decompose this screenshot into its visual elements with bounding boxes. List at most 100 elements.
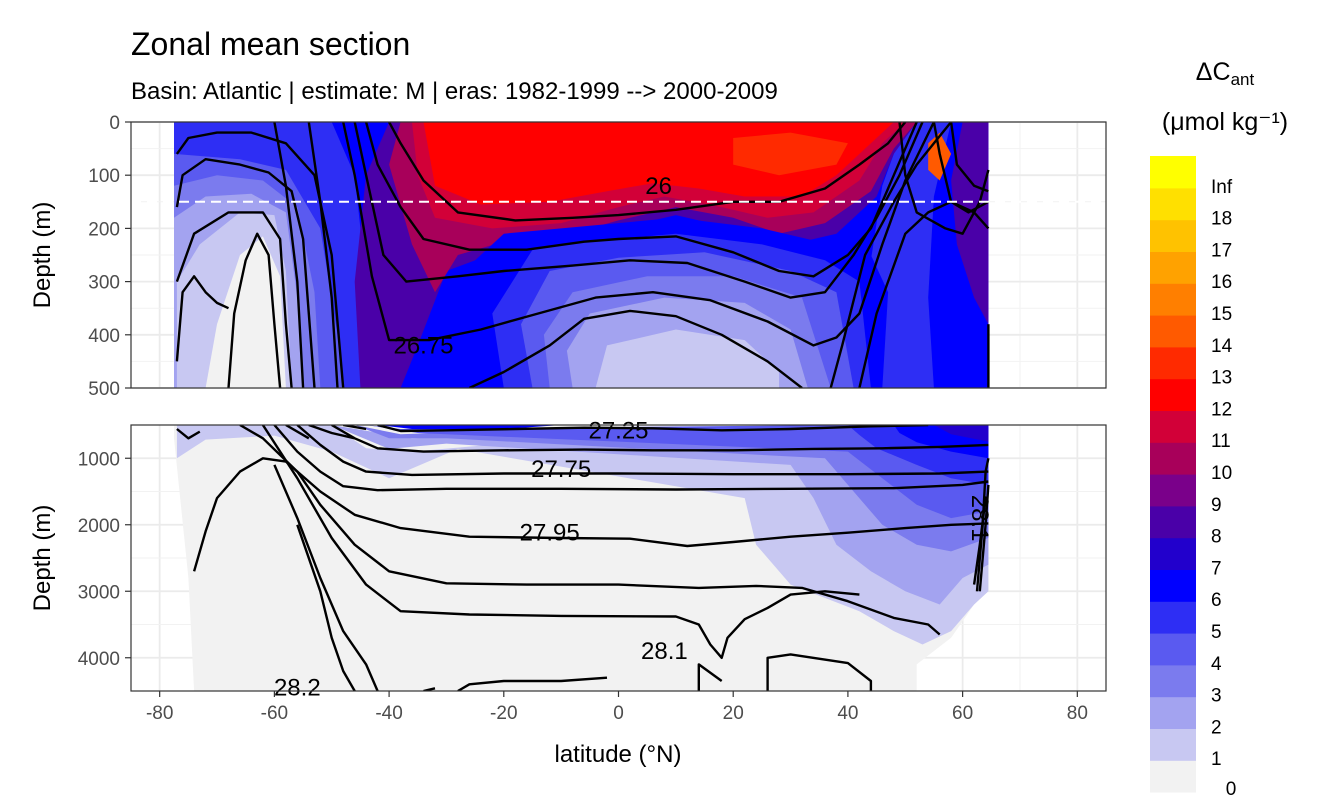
isopycnal-line — [227, 232, 282, 388]
legend-title-main: ΔC — [1196, 58, 1231, 86]
isopycnal-line — [978, 484, 990, 592]
y-tick-label: 0 — [109, 113, 120, 134]
isopycnal-line — [949, 122, 989, 193]
isopycnal-line — [192, 457, 989, 572]
y-tick-label: 3000 — [78, 582, 120, 603]
legend-label: 13 — [1211, 368, 1232, 389]
upper-panel: 26 26.75 0 100 200 300 400 500 — [88, 113, 1107, 400]
x-tick-label: -20 — [490, 703, 517, 724]
y-tick-label: 400 — [88, 326, 120, 347]
contour-band — [354, 425, 989, 552]
legend-label: 12 — [1211, 399, 1232, 420]
x-tick-label: 20 — [723, 703, 744, 724]
legend-label: 0 — [1226, 779, 1237, 800]
x-tick-label: 60 — [952, 703, 973, 724]
legend-swatch — [1150, 537, 1196, 570]
contour-band — [176, 425, 989, 645]
isopycnal-line — [457, 676, 608, 691]
isopycnal-line — [239, 425, 941, 636]
y-tick-label: 100 — [88, 166, 120, 187]
legend-label: 6 — [1211, 590, 1222, 611]
contour-label: 26.75 — [393, 332, 453, 359]
no-signal-region — [205, 236, 286, 388]
legend-title: ΔCant — [1196, 58, 1255, 89]
lower-y-ticks: 1000 2000 3000 4000 — [78, 449, 131, 670]
legend-label: 11 — [1211, 431, 1231, 452]
legend-title-subscript: ant — [1231, 70, 1255, 89]
lower-y-axis-title: Depth (m) — [29, 505, 56, 612]
isopycnal-line — [331, 425, 989, 453]
isopycnal-line — [285, 425, 310, 440]
legend-label: 17 — [1211, 240, 1232, 261]
legend-label: 9 — [1211, 495, 1222, 516]
x-tick-label: -40 — [375, 703, 402, 724]
contour-label: 28.2 — [274, 675, 321, 702]
isopycnal-line — [353, 122, 924, 299]
isopycnal-line — [975, 458, 990, 592]
isopycnal-line — [364, 122, 918, 278]
contour-band — [331, 425, 989, 605]
isopycnal-line — [273, 425, 989, 492]
x-axis-ticks: -80 -60 -40 -20 0 20 40 60 80 — [146, 691, 1088, 724]
lower-panel: 27.25 27.75 27.95 28.1 28.2 28.1 1000 2000 3000… — [78, 417, 1107, 702]
contour-band — [733, 132, 848, 176]
chart-subtitle: Basin: Atlantic | estimate: M | eras: 19… — [131, 78, 778, 105]
contour-label: 27.25 — [588, 417, 648, 444]
legend-swatch — [1150, 156, 1196, 189]
isopycnal-line — [307, 122, 339, 388]
legend-swatch — [1150, 505, 1196, 539]
legend-swatch — [1150, 378, 1196, 411]
y-tick-label: 4000 — [78, 649, 120, 670]
x-tick-label: 40 — [837, 703, 858, 724]
legend-swatch — [1150, 219, 1196, 252]
legend-swatch — [1150, 633, 1196, 666]
y-tick-label: 2000 — [78, 516, 120, 537]
isopycnal-line — [468, 309, 803, 388]
contour-label: 27.75 — [531, 456, 591, 483]
upper-y-axis-title: Depth (m) — [29, 202, 56, 309]
legend-label: 15 — [1211, 304, 1232, 325]
isopycnal-line — [261, 425, 860, 659]
colorbar-legend: ΔCant (μmol kg⁻¹) 0123456789101112131415… — [1150, 58, 1288, 800]
y-tick-label: 300 — [88, 273, 120, 294]
isopycnal-line — [175, 131, 345, 388]
isopycnal-line — [342, 122, 935, 347]
legend-swatch — [1150, 283, 1196, 316]
legend-swatch — [1150, 474, 1196, 507]
legend-label: 14 — [1211, 336, 1233, 357]
legend-swatches — [1150, 156, 1196, 793]
isopycnal-line — [388, 122, 907, 222]
contour-band — [951, 122, 989, 325]
legend-label: 7 — [1211, 558, 1222, 579]
contour-band — [595, 329, 780, 388]
legend-swatch — [1150, 410, 1196, 443]
legend-label: 3 — [1211, 686, 1222, 707]
legend-swatch — [1150, 251, 1196, 284]
legend-label: 10 — [1211, 463, 1232, 484]
isopycnal-line — [766, 653, 873, 691]
isopycnal-line — [377, 425, 929, 433]
legend-swatch — [1150, 601, 1196, 634]
legend-unit: (μmol kg⁻¹) — [1162, 108, 1288, 136]
contour-label: 28.1 — [966, 495, 993, 542]
x-axis-title: latitude (°N) — [555, 741, 682, 768]
x-tick-label: -80 — [146, 703, 173, 724]
contour-label: 28.1 — [641, 638, 688, 665]
contour-band — [933, 425, 989, 442]
isopycnal-line — [273, 464, 379, 691]
isopycnal-line — [175, 275, 230, 362]
legend-label: 5 — [1211, 622, 1222, 643]
legend-label: 8 — [1211, 527, 1222, 548]
isopycnal-line — [175, 158, 316, 388]
upper-panel-border — [130, 121, 1107, 389]
legend-swatch — [1150, 760, 1196, 793]
y-tick-label: 200 — [88, 219, 120, 240]
lower-contour-lines — [176, 425, 990, 691]
legend-swatch — [1150, 346, 1196, 380]
legend-swatch — [1150, 315, 1196, 348]
legend-swatch — [1150, 187, 1196, 221]
isopycnal-line — [296, 524, 356, 691]
isopycnal-line — [273, 122, 305, 388]
